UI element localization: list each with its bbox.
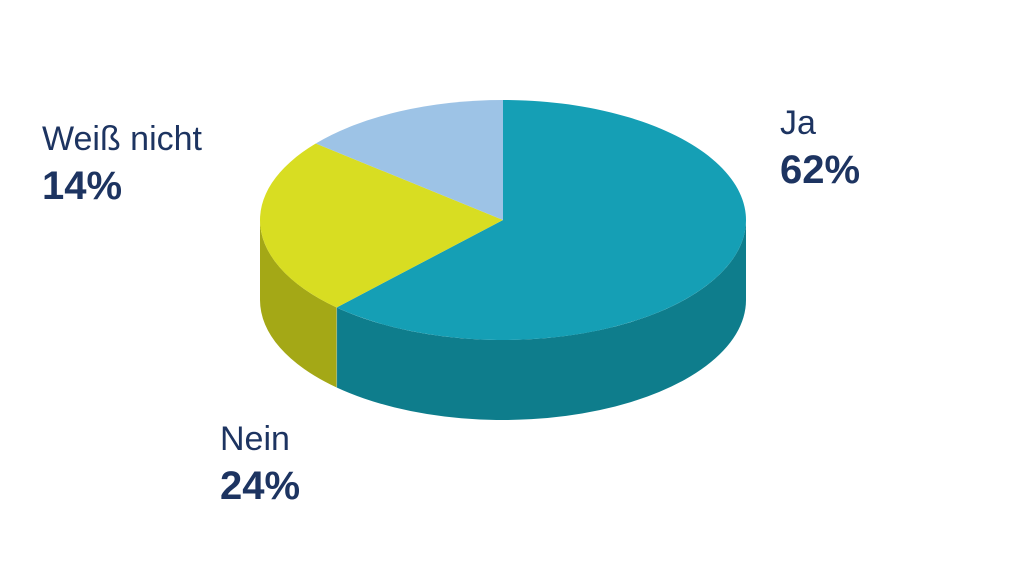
pie-side-1 <box>260 220 337 388</box>
slice-name-weiss-nicht: Weiß nicht <box>42 120 202 158</box>
slice-percent-nein: 24% <box>220 464 301 509</box>
pie-side-0 <box>336 220 746 421</box>
pie-slice-2 <box>315 100 503 220</box>
slice-name-nein: Nein <box>220 420 290 458</box>
slice-label-nein: Nein 24% <box>220 420 300 509</box>
pie-slice-0 <box>336 100 746 341</box>
slice-label-ja: Ja 62% <box>780 104 860 193</box>
slice-label-weiss-nicht: Weiß nicht 14% <box>42 120 202 209</box>
slice-percent-weiss-nicht: 14% <box>42 164 123 209</box>
slice-name-ja: Ja <box>780 104 816 142</box>
slice-percent-ja: 62% <box>780 148 861 193</box>
pie-slice-1 <box>260 143 503 308</box>
